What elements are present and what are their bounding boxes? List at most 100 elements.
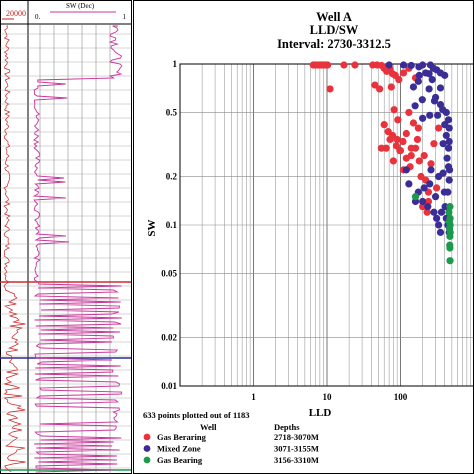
scatter-point-series-2 (424, 203, 432, 211)
scatter-point-series-1 (399, 69, 408, 77)
scatter-point-series-1 (389, 157, 397, 165)
legend-series-name: Gas Beraring (157, 432, 207, 442)
scatter-point-series-1 (407, 144, 415, 152)
scatter-point-series-3 (446, 221, 454, 229)
scatter-point-series-2 (426, 111, 434, 119)
scatter-point-series-2 (445, 166, 454, 174)
scatter-point-series-1 (380, 121, 388, 129)
legend-series-depths: 3071-3155M (274, 444, 319, 454)
y-tick-label: 0.5 (166, 107, 178, 117)
y-tick-label: 0.2 (166, 172, 178, 182)
scatter-point-series-1 (433, 184, 441, 192)
y-axis-label: SW (146, 219, 158, 236)
scatter-point-series-1 (405, 108, 413, 117)
scatter-point-series-1 (390, 106, 398, 114)
scatter-point-series-3 (446, 214, 454, 222)
legend-series-name: Gas Bearing (157, 455, 203, 465)
scatter-point-series-2 (414, 77, 422, 85)
legend-depth-header: Depths (274, 422, 300, 432)
scatter-point-series-2 (430, 97, 439, 105)
scatter-point-series-2 (431, 193, 440, 201)
scatter-point-series-2 (418, 96, 426, 104)
scatter-point-series-1 (395, 76, 403, 84)
track1-scale-max: 20000 (6, 9, 26, 18)
legend-marker (143, 456, 151, 464)
x-axis-label: LLD (309, 407, 332, 419)
scatter-point-series-1 (388, 131, 397, 140)
scatter-point-series-1 (396, 146, 405, 155)
scatter-point-series-1 (402, 129, 410, 138)
scatter-point-series-1 (419, 203, 427, 211)
scatter-point-series-1 (376, 85, 384, 93)
scatter-point-series-1 (377, 144, 386, 152)
y-tick-label: 1 (173, 59, 178, 69)
scatter-point-series-2 (428, 76, 436, 84)
y-tick-label: 0.05 (161, 268, 177, 278)
scatter-point-series-1 (326, 85, 334, 93)
scatter-point-series-2 (435, 221, 443, 229)
scatter-point-series-1 (392, 142, 401, 150)
x-tick-labels: 1 10 100 (251, 392, 408, 402)
scatter-point-series-2 (439, 140, 447, 148)
legend-series-depths: 2718-3070M (274, 432, 319, 442)
x-tick-label: 1 (251, 392, 256, 402)
well-log-panel: 20000 SW (Dec) 0. 1 (0, 0, 132, 474)
scatter-point-series-1 (394, 116, 402, 124)
y-tick-label: 0.02 (161, 333, 177, 343)
resistivity-curve (3, 25, 26, 473)
scatter-point-series-2 (444, 144, 453, 152)
chart-subtitle-2: Interval: 2730-3312.5 (277, 37, 391, 51)
scatter-point-series-1 (409, 119, 418, 127)
scatter-point-series-3 (446, 257, 454, 265)
scatter-point-series-2 (440, 188, 448, 196)
scatter-point-series-1 (427, 160, 435, 168)
scatter-point-series-1 (407, 151, 415, 160)
scatter-point-series-1 (415, 157, 423, 165)
scatter-point-series-2 (434, 111, 442, 119)
legend-series-depths: 3156-3310M (274, 455, 319, 465)
chart-subtitle-1: LLD/SW (310, 23, 359, 37)
scatter-point-series-2 (444, 116, 453, 124)
scatter-point-series-1 (399, 137, 407, 146)
scatter-point-series-2 (419, 197, 427, 206)
scatter-point-series-1 (430, 140, 438, 148)
scatter-point-series-2 (422, 69, 430, 77)
scatter-point-series-2 (419, 114, 427, 122)
y-tick-label: 0.01 (161, 381, 177, 391)
scatter-point-series-2 (443, 154, 451, 162)
scatter-point-series-2 (445, 176, 453, 184)
track2-title: SW (Dec) (66, 2, 95, 10)
scatter-point-series-1 (423, 208, 431, 216)
legend-series-name: Mixed Zone (157, 444, 201, 454)
scatter-point-series-2 (415, 71, 423, 79)
legend-marker (143, 445, 151, 452)
scatter-point-series-1 (435, 124, 443, 132)
scatter-point-series-2 (399, 61, 408, 69)
scatter-point-series-2 (425, 85, 433, 93)
track2-scale-max: 1 (123, 13, 127, 21)
legend-rows: Gas Beraring 2718-3070M Mixed Zone 3071-315… (143, 432, 319, 465)
legend-marker (143, 433, 151, 441)
depth-grid (0, 33, 131, 469)
crossplot-panel: Well A LLD/SW Interval: 2730-3312.5 1 10 1… (133, 0, 474, 474)
scatter-point-series-3 (446, 244, 454, 252)
sw-curve (32, 25, 123, 473)
scatter-points (309, 61, 454, 265)
scatter-point-series-2 (430, 208, 438, 216)
y-tick-label: 0.1 (166, 220, 178, 230)
scatter-point-series-2 (437, 208, 445, 216)
scatter-point-series-2 (441, 71, 449, 79)
scatter-point-series-2 (405, 180, 413, 188)
scatter-point-series-2 (433, 214, 441, 222)
scatter-point-series-2 (442, 108, 450, 117)
scatter-point-series-2 (436, 84, 445, 92)
points-note: 633 points plotted out of 1183 (143, 410, 250, 420)
legend: 633 points plotted out of 1183 Well Dept… (143, 410, 319, 465)
scatter-point-series-1 (414, 124, 422, 132)
scatter-point-series-1 (413, 135, 422, 144)
scatter-point-series-2 (409, 83, 418, 91)
scatter-point-series-3 (411, 193, 420, 201)
scatter-point-series-2 (445, 124, 453, 132)
scatter-point-series-1 (420, 151, 428, 160)
